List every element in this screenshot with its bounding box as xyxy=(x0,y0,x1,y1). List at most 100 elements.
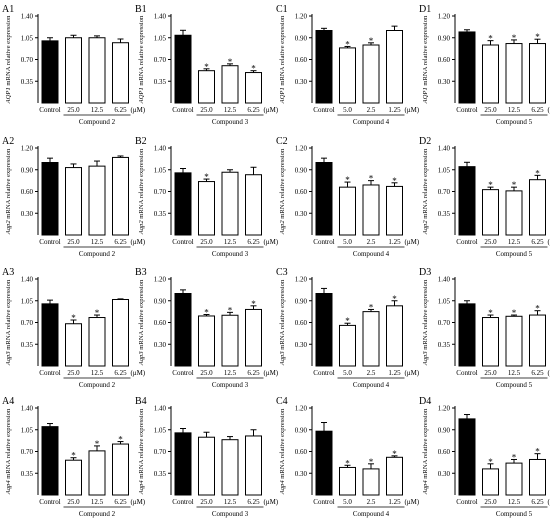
y-tick-label: 1.20 xyxy=(21,145,34,153)
unit-label: (μM) xyxy=(405,106,420,114)
x-tick-label: 25.0 xyxy=(200,369,213,377)
y-tick-label: 0.60 xyxy=(154,319,167,327)
significance-mark: * xyxy=(535,304,540,314)
significance-mark: * xyxy=(228,305,233,315)
significance-mark: * xyxy=(71,313,76,323)
significance-mark: * xyxy=(392,176,397,186)
x-tick-label: 6.25 xyxy=(114,369,127,377)
y-tick-label: 1.05 xyxy=(154,34,167,42)
y-tick-label: 1.40 xyxy=(21,405,34,413)
compound-label: Compound 4 xyxy=(353,118,390,126)
x-tick-label: 2.5 xyxy=(367,369,376,377)
significance-mark: * xyxy=(488,34,493,44)
x-tick-label: Control xyxy=(172,106,193,114)
unit-label: (μM) xyxy=(405,369,420,377)
bar-12.5 xyxy=(505,462,523,496)
significance-mark: * xyxy=(345,175,350,185)
panel-A2: A2 0.30 0.60 0.90 1.20 Aqp2 mRNA relative exp… xyxy=(2,136,146,258)
y-tick-label: 0.30 xyxy=(295,78,308,86)
significance-mark: * xyxy=(118,435,123,445)
x-tick-label: 25.0 xyxy=(484,238,497,246)
significance-mark: * xyxy=(488,180,493,190)
unit-label: (μM) xyxy=(264,369,279,377)
x-tick-label: 6.25 xyxy=(531,369,544,377)
x-tick-label: Control xyxy=(313,498,334,506)
y-axis-label-text: mRNA relative expression xyxy=(422,408,429,480)
y-tick-label: 0.60 xyxy=(295,448,308,456)
y-tick-label: 0.35 xyxy=(438,210,451,218)
x-tick-label: 1.25 xyxy=(388,106,401,114)
bar-Control xyxy=(41,40,59,104)
y-tick-label: 1.05 xyxy=(154,166,167,174)
x-tick-label: Control xyxy=(39,498,60,506)
significance-mark: * xyxy=(488,457,493,467)
x-tick-label: 25.0 xyxy=(484,498,497,506)
bar-25.0 xyxy=(198,70,215,104)
panel-D1: D1 0.30 0.60 0.90 1.20 AQP1 mRNA relative exp… xyxy=(419,4,550,126)
bar-12.5 xyxy=(505,190,523,236)
bar-12.5 xyxy=(88,450,106,496)
unit-label: (μM) xyxy=(131,369,146,377)
bar-Control xyxy=(174,432,192,496)
x-tick-label: 12.5 xyxy=(91,106,104,114)
bar-1.25 xyxy=(386,185,403,236)
x-tick-label: 5.0 xyxy=(343,238,352,246)
y-axis-label: Aqp3 mRNA relative expression xyxy=(422,279,429,366)
y-tick-label: 0.70 xyxy=(154,188,167,196)
y-axis-gene-name: AQP1 xyxy=(279,87,286,104)
x-tick-label: 1.25 xyxy=(388,238,401,246)
unit-label: (μM) xyxy=(548,106,550,114)
panel-label: B4 xyxy=(135,396,147,407)
bar-Control xyxy=(174,34,192,104)
compound-label: Compound 2 xyxy=(79,250,116,258)
panel-label: A1 xyxy=(2,4,14,15)
significance-mark: * xyxy=(512,452,517,462)
bar-Control xyxy=(458,418,476,496)
bar-2.5 xyxy=(362,44,380,104)
x-tick-label: 12.5 xyxy=(508,238,521,246)
significance-mark: * xyxy=(204,172,209,182)
y-axis-label: AQP1 mRNA relative expression xyxy=(5,15,12,104)
significance-mark: * xyxy=(345,316,350,326)
bar-12.5 xyxy=(88,317,106,367)
y-axis-gene-name: Aqp4 xyxy=(279,480,286,496)
y-tick-label: 0.30 xyxy=(295,341,308,349)
y-tick-label: 1.20 xyxy=(295,13,308,21)
panel-B2: B2 0.35 0.70 1.05 1.40 Aqp2 mRNA relative exp… xyxy=(135,136,279,258)
panel-D4: D4 0.30 0.60 0.90 1.20 Aqp4 mRNA relative exp… xyxy=(419,396,550,518)
x-tick-label: 6.25 xyxy=(114,498,127,506)
y-tick-label: 1.40 xyxy=(154,405,167,413)
panel-label: D1 xyxy=(419,4,431,15)
bar-25.0 xyxy=(482,317,499,367)
x-tick-label: 12.5 xyxy=(224,369,237,377)
significance-mark: * xyxy=(369,36,374,46)
significance-mark: * xyxy=(369,302,374,312)
bar-12.5 xyxy=(221,65,239,104)
panel-B1: B1 0.35 0.70 1.05 1.40 AQP1 mRNA relative exp… xyxy=(135,4,279,126)
y-axis-label-text: mRNA relative expression xyxy=(5,279,12,351)
y-tick-label: 0.90 xyxy=(295,34,308,42)
x-tick-label: 25.0 xyxy=(484,106,497,114)
x-tick-label: 1.25 xyxy=(388,369,401,377)
y-tick-label: 1.05 xyxy=(154,426,167,434)
y-axis-label-text: mRNA relative expression xyxy=(279,408,286,480)
y-tick-label: 0.30 xyxy=(295,210,308,218)
x-tick-label: 12.5 xyxy=(508,106,521,114)
y-tick-label: 1.40 xyxy=(154,13,167,21)
bar-6.25 xyxy=(112,42,129,104)
x-tick-label: 12.5 xyxy=(508,369,521,377)
unit-label: (μM) xyxy=(131,106,146,114)
x-tick-label: Control xyxy=(313,369,334,377)
bar-Control xyxy=(315,293,333,367)
panel-label: C1 xyxy=(276,4,288,15)
bar-1.25 xyxy=(386,30,403,104)
significance-mark: * xyxy=(95,308,100,318)
y-axis-label-text: mRNA relative expression xyxy=(422,15,429,87)
unit-label: (μM) xyxy=(405,238,420,246)
y-axis-gene-name: Aqp2 xyxy=(422,220,429,236)
y-tick-label: 1.40 xyxy=(21,276,34,284)
panel-C1: C1 0.30 0.60 0.90 1.20 AQP1 mRNA relative exp… xyxy=(276,4,420,126)
y-axis-label: Aqp4 mRNA relative expression xyxy=(5,408,12,495)
y-tick-label: 1.20 xyxy=(438,13,451,21)
panel-label: A3 xyxy=(2,267,14,278)
